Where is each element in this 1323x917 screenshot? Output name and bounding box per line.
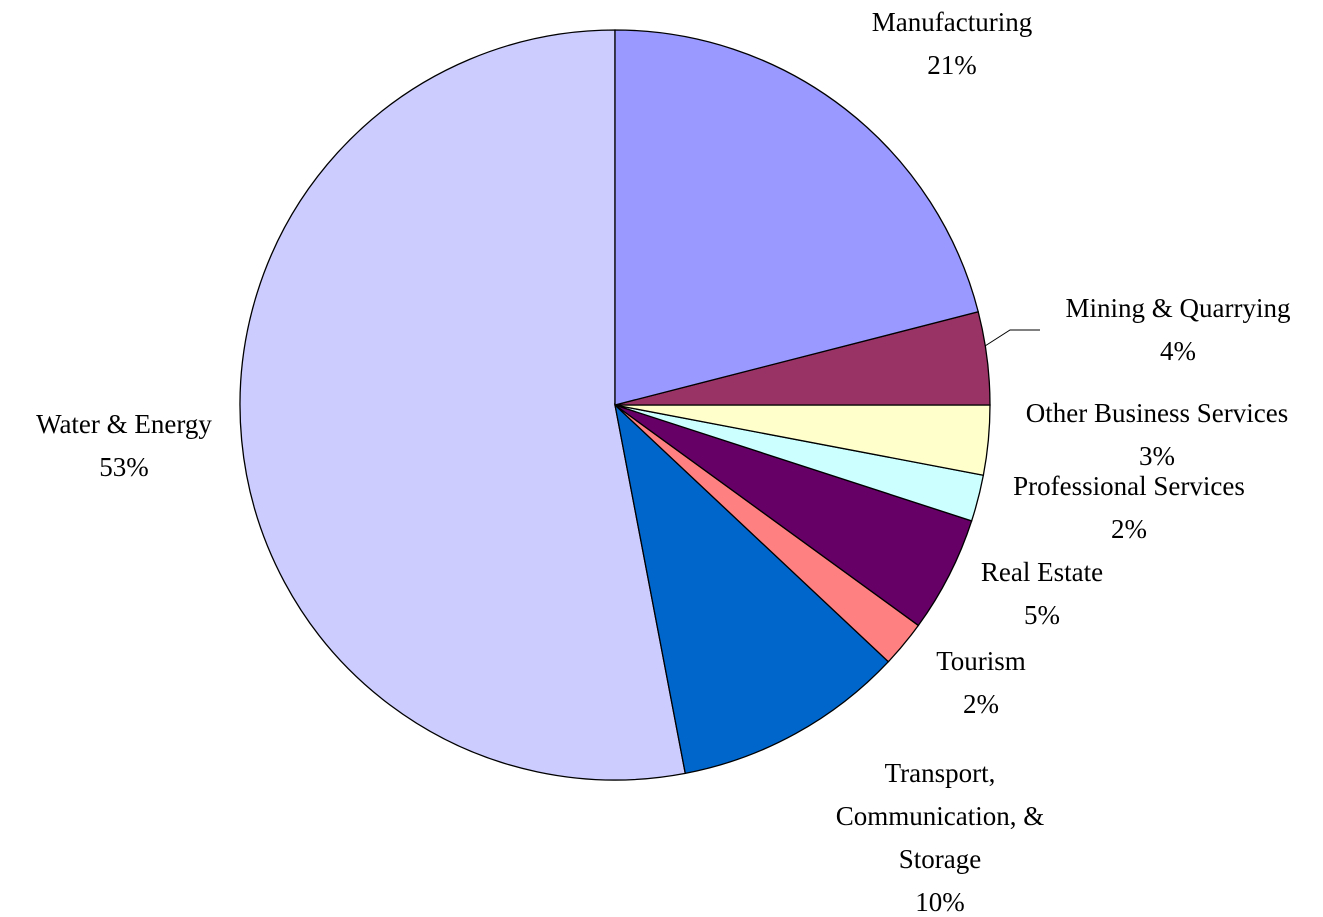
category-label: Professional Services: [1013, 471, 1245, 501]
value-label: 53%: [99, 452, 149, 482]
slice-label: Real Estate 5%: [981, 551, 1103, 637]
pie-slice: [613, 403, 890, 775]
slice-label: Water & Energy 53%: [36, 403, 212, 489]
category-label: Real Estate: [980, 557, 1104, 587]
category-label: Other Business Services: [1025, 398, 1289, 428]
value-label: 10%: [915, 887, 965, 917]
category-label: Mining & Quarrying: [1065, 293, 1291, 323]
leader-line: [984, 329, 1040, 347]
value-label: 4%: [1159, 336, 1196, 366]
slice-label: Other Business Services 3%: [1026, 392, 1288, 478]
slice-label: Professional Services 2%: [1013, 465, 1245, 551]
category-label: Water & Energy: [36, 409, 212, 439]
value-label: 2%: [962, 689, 999, 719]
value-label: 2%: [1110, 514, 1147, 544]
category-label: Tourism: [936, 646, 1026, 676]
slice-label: Transport, Communication, & Storage 10%: [805, 752, 1075, 917]
pie-slice: [239, 29, 687, 781]
category-label: Manufacturing: [871, 7, 1033, 37]
slice-label: Mining & Quarrying 4%: [1066, 287, 1291, 373]
slice-label: Tourism 2%: [936, 640, 1026, 726]
category-label: Transport, Communication, & Storage: [835, 758, 1045, 874]
pie-slice: [614, 29, 980, 406]
value-label: 5%: [1023, 600, 1060, 630]
value-label: 21%: [927, 50, 977, 80]
value-label: 3%: [1139, 441, 1175, 471]
slice-label: Manufacturing 21%: [872, 1, 1032, 87]
